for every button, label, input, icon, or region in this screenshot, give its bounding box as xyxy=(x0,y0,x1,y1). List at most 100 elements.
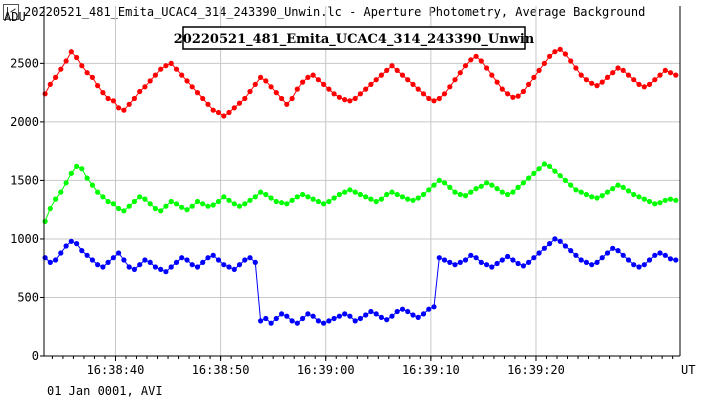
data-point xyxy=(610,70,616,76)
y-tick-label: 1000 xyxy=(10,232,39,246)
data-point xyxy=(526,175,532,181)
data-point xyxy=(478,58,484,64)
data-point xyxy=(289,318,295,324)
data-point xyxy=(536,67,542,73)
data-point xyxy=(74,163,80,169)
data-point xyxy=(147,78,153,84)
data-point xyxy=(389,63,395,69)
data-point xyxy=(247,88,253,95)
data-point xyxy=(210,107,216,113)
data-point xyxy=(494,260,500,267)
data-point xyxy=(300,191,306,198)
data-point xyxy=(562,243,569,249)
window-title-bar[interactable]: 20220521_481_Emita_UCAC4_314_243390_Unwi… xyxy=(0,0,704,24)
series-1 xyxy=(42,46,679,119)
data-point xyxy=(631,191,637,198)
data-point xyxy=(378,196,384,202)
data-point xyxy=(53,74,59,80)
data-point xyxy=(368,196,374,202)
data-point xyxy=(610,186,616,192)
y-tick-label: 500 xyxy=(17,290,39,304)
data-point xyxy=(89,182,95,188)
data-point xyxy=(68,170,74,176)
y-axis-label: ADU xyxy=(4,10,26,24)
data-point xyxy=(505,91,511,97)
data-point xyxy=(436,177,442,183)
data-point xyxy=(457,259,463,265)
data-point xyxy=(53,257,59,263)
data-point xyxy=(168,198,174,205)
data-point xyxy=(531,74,537,80)
data-point xyxy=(420,91,427,97)
data-point xyxy=(95,83,101,89)
data-point xyxy=(89,74,95,80)
data-point xyxy=(394,308,400,315)
data-point xyxy=(541,161,548,167)
data-point xyxy=(510,257,516,263)
data-point xyxy=(126,101,132,107)
data-point xyxy=(242,201,248,207)
x-axis-label: UT xyxy=(681,363,695,377)
data-point xyxy=(215,198,222,205)
data-point xyxy=(273,90,279,96)
data-point xyxy=(152,264,158,270)
data-point xyxy=(263,315,269,322)
data-point xyxy=(289,197,295,203)
data-point xyxy=(300,79,306,85)
data-point xyxy=(179,72,185,78)
data-point xyxy=(494,79,500,85)
data-point xyxy=(384,191,390,198)
data-point xyxy=(589,262,595,268)
data-point xyxy=(252,194,258,200)
data-point xyxy=(215,257,222,263)
data-point xyxy=(315,198,321,205)
data-point xyxy=(583,259,590,265)
data-point xyxy=(258,74,264,80)
data-point xyxy=(79,63,85,69)
data-point xyxy=(536,166,542,172)
x-tick-label: 16:39:10 xyxy=(402,363,460,377)
data-point xyxy=(573,187,579,193)
data-point xyxy=(373,311,379,317)
data-point xyxy=(189,84,195,90)
data-point xyxy=(310,313,316,319)
data-point xyxy=(420,191,427,198)
data-point xyxy=(58,66,64,72)
data-point xyxy=(515,260,521,267)
data-point xyxy=(515,184,521,190)
data-point xyxy=(615,248,621,254)
footer-date-source: 01 Jan 0001, AVI xyxy=(47,384,163,398)
data-point xyxy=(410,312,416,318)
data-point xyxy=(168,60,174,66)
data-point xyxy=(410,81,416,87)
data-point xyxy=(368,308,374,315)
data-point xyxy=(158,66,164,72)
data-point xyxy=(131,198,137,205)
data-point xyxy=(63,180,69,186)
data-point xyxy=(384,67,390,73)
data-point xyxy=(515,93,521,99)
data-point xyxy=(221,262,227,268)
data-point xyxy=(268,320,274,326)
data-point xyxy=(357,191,363,198)
data-point xyxy=(415,314,421,320)
data-point xyxy=(110,255,116,261)
data-point xyxy=(242,95,248,102)
data-point xyxy=(415,195,421,201)
data-point xyxy=(589,80,595,86)
data-point xyxy=(58,250,64,256)
y-tick-label: 0 xyxy=(32,349,39,363)
data-point xyxy=(578,189,584,195)
data-point xyxy=(215,109,222,116)
data-point xyxy=(289,95,295,102)
app-chart-icon xyxy=(3,4,19,20)
data-point xyxy=(599,255,605,261)
data-point xyxy=(547,163,553,169)
data-point xyxy=(142,257,148,263)
x-tick-label: 16:38:50 xyxy=(192,363,250,377)
data-point xyxy=(147,201,153,207)
data-point xyxy=(673,257,679,263)
data-point xyxy=(63,58,69,64)
data-point xyxy=(152,72,158,78)
data-point xyxy=(194,198,201,205)
